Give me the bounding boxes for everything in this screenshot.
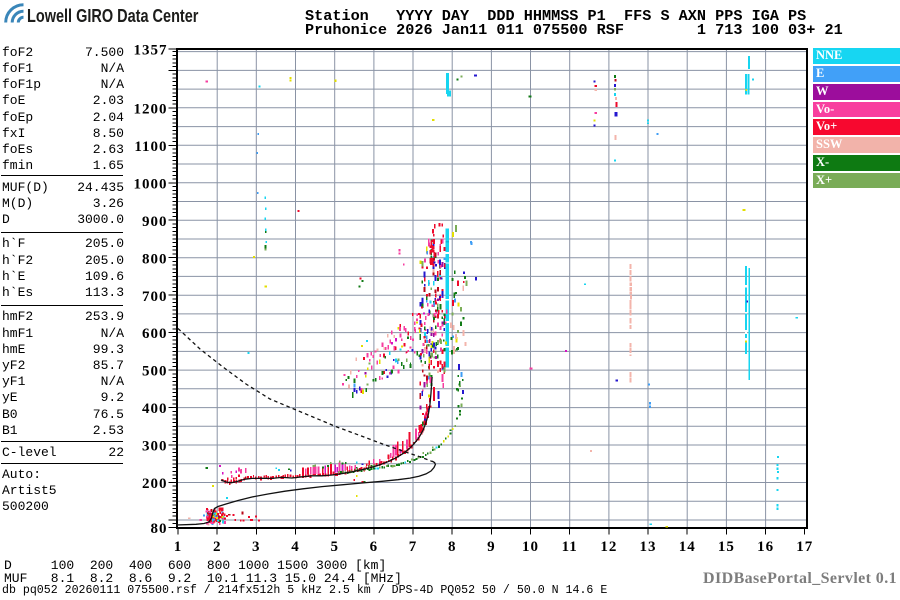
- svg-text:12: 12: [600, 539, 617, 555]
- svg-text:400: 400: [142, 401, 168, 417]
- svg-text:9: 9: [487, 539, 496, 555]
- svg-text:700: 700: [142, 289, 168, 305]
- svg-text:10: 10: [522, 539, 539, 555]
- svg-text:6: 6: [370, 539, 379, 555]
- svg-text:1000: 1000: [134, 176, 168, 192]
- svg-text:600: 600: [142, 326, 168, 342]
- svg-text:3: 3: [252, 539, 261, 555]
- svg-text:2: 2: [213, 539, 222, 555]
- svg-text:13: 13: [640, 539, 657, 555]
- svg-text:200: 200: [142, 476, 168, 492]
- svg-text:800: 800: [142, 251, 168, 267]
- svg-text:7: 7: [409, 539, 418, 555]
- svg-text:1200: 1200: [134, 101, 168, 117]
- svg-text:500: 500: [142, 364, 168, 380]
- svg-text:14: 14: [679, 539, 696, 555]
- svg-text:1: 1: [174, 539, 183, 555]
- svg-text:15: 15: [718, 539, 735, 555]
- svg-text:1100: 1100: [134, 139, 167, 155]
- svg-text:1357: 1357: [134, 43, 168, 59]
- svg-text:5: 5: [330, 539, 339, 555]
- svg-text:11: 11: [562, 539, 578, 555]
- svg-text:16: 16: [757, 539, 774, 555]
- svg-text:8: 8: [448, 539, 457, 555]
- svg-text:17: 17: [796, 539, 813, 555]
- svg-text:80: 80: [151, 521, 168, 537]
- svg-text:4: 4: [291, 539, 300, 555]
- svg-text:300: 300: [142, 439, 168, 455]
- svg-text:900: 900: [142, 214, 168, 230]
